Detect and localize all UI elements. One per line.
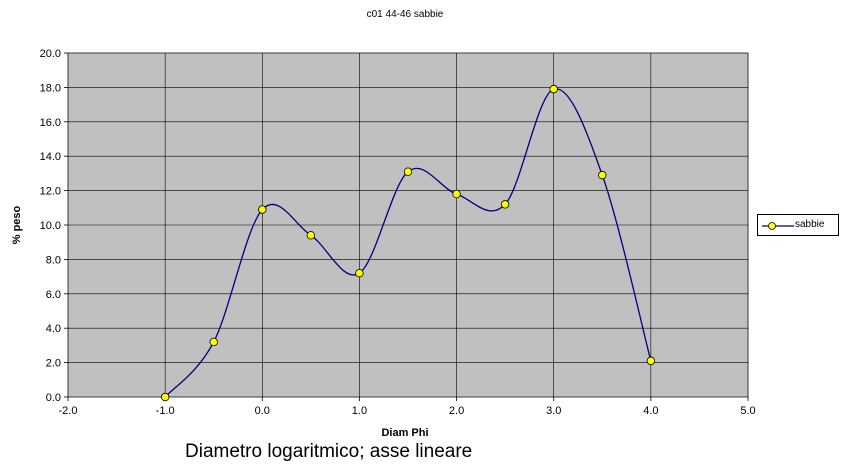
legend-marker-icon — [762, 222, 794, 230]
x-tick-label: 5.0 — [740, 405, 755, 417]
y-tick-label: 2.0 — [46, 358, 61, 370]
x-axis-label: Diam Phi — [381, 427, 428, 439]
legend: sabbie — [757, 214, 839, 236]
x-tick-label: 4.0 — [643, 405, 658, 417]
data-point — [403, 167, 413, 176]
y-tick-label: 18.0 — [40, 82, 61, 94]
x-tick-label: 1.0 — [352, 405, 367, 417]
series-line-sabbie — [164, 88, 652, 398]
legend-label-sabbie: sabbie — [795, 219, 825, 230]
x-tick-label: 2.0 — [449, 405, 464, 417]
x-tick-label: 0.0 — [255, 405, 270, 417]
data-point — [646, 356, 656, 366]
data-point — [500, 200, 510, 209]
y-tick-label: 10.0 — [40, 220, 61, 232]
caption: Diametro logaritmico; asse lineare — [185, 441, 473, 462]
data-point — [160, 392, 170, 402]
data-point — [598, 170, 607, 180]
data-point — [452, 189, 461, 199]
x-tick-label: -2.0 — [59, 405, 78, 417]
x-tick-label: 3.0 — [546, 405, 561, 417]
data-points — [160, 84, 656, 402]
y-tick-label: 12.0 — [40, 186, 61, 198]
y-tick-label: 14.0 — [40, 151, 61, 163]
y-axis-label: % peso — [11, 205, 23, 244]
x-tick-labels: -2.0 -1.0 0.0 1.0 2.0 3.0 4.0 5.0 — [59, 405, 756, 417]
data-point — [355, 268, 364, 278]
y-tick-label: 0.0 — [46, 392, 61, 404]
y-tick-label: 4.0 — [46, 323, 61, 335]
y-tick-label: 8.0 — [46, 254, 61, 266]
y-tick-label: 16.0 — [40, 117, 61, 129]
data-point — [549, 84, 558, 94]
y-tick-label: 6.0 — [46, 289, 61, 301]
data-point — [306, 231, 316, 240]
chart-title: c01 44-46 sabbie — [367, 9, 444, 20]
y-tick-labels: 0.0 2.0 4.0 6.0 8.0 10.0 12.0 14.0 16.0 18.0 20.0 — [40, 48, 61, 404]
data-point — [209, 337, 218, 347]
data-point — [258, 205, 267, 214]
x-tick-label: -1.0 — [156, 405, 175, 417]
y-tick-label: 20.0 — [40, 48, 61, 60]
